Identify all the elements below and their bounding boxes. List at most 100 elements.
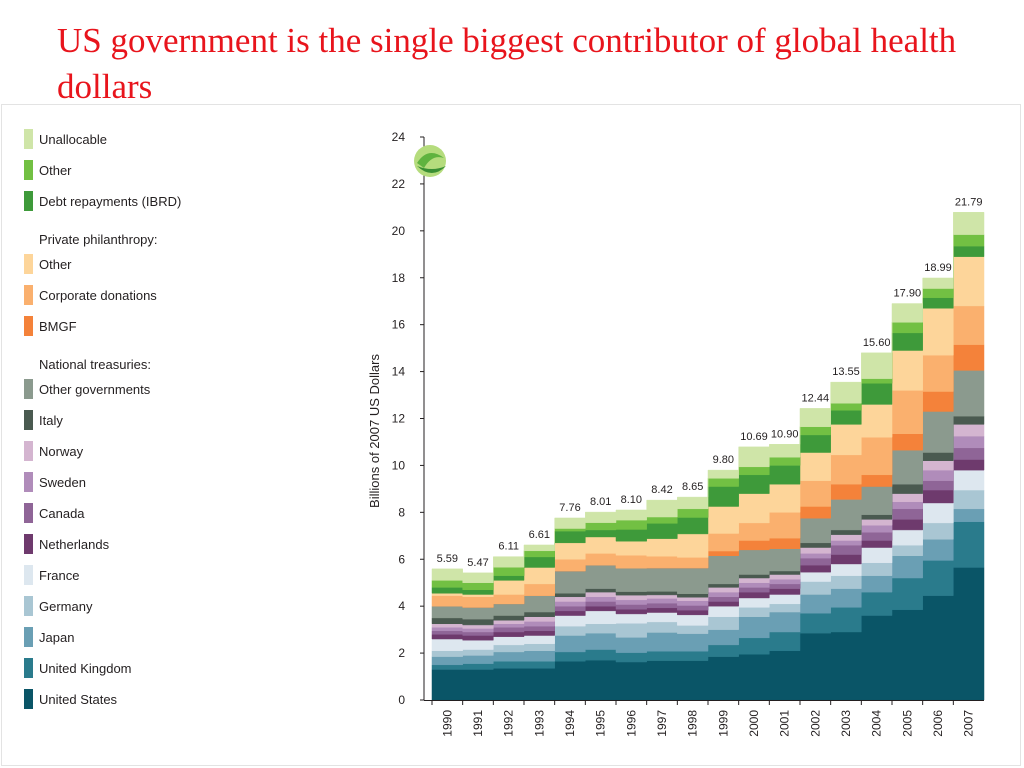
- y-tick-label: 6: [398, 552, 405, 566]
- legend-swatch: [24, 503, 33, 523]
- legend-item: Norway: [24, 441, 83, 461]
- total-label: 15.60: [863, 337, 891, 349]
- legend-label: Other: [39, 256, 72, 272]
- total-label: 6.61: [529, 529, 550, 541]
- legend-swatch: [24, 316, 33, 336]
- legend-label: United Kingdom: [39, 660, 132, 676]
- total-label: 21.79: [955, 196, 983, 208]
- x-tick-label: 2000: [747, 710, 761, 737]
- x-tick-label: 1991: [471, 710, 485, 737]
- legend-item: Corporate donations: [24, 285, 157, 305]
- legend-item: Japan: [24, 627, 74, 647]
- y-tick-label: 24: [392, 130, 406, 144]
- legend-swatch: [24, 410, 33, 430]
- chart-labels: 5.59 5.47 6.11 6.61 7.76 8.01 8.10 8.42 8.65 9.80…: [437, 196, 983, 569]
- total-label: 8.01: [590, 496, 611, 508]
- logo-icon: [414, 145, 446, 177]
- x-tick-label: 1999: [716, 710, 730, 737]
- total-label: 18.99: [924, 262, 952, 274]
- total-label: 8.10: [621, 494, 642, 506]
- y-tick-label: 20: [392, 224, 406, 238]
- legend-label: Canada: [39, 505, 85, 521]
- legend-item: Sweden: [24, 472, 86, 492]
- total-label: 10.90: [771, 428, 799, 440]
- x-tick-label: 2003: [839, 710, 853, 737]
- total-label: 6.11: [498, 541, 519, 553]
- legend-item: Germany: [24, 596, 92, 616]
- legend-swatch: [24, 627, 33, 647]
- x-tick-label: 2006: [931, 710, 945, 737]
- legend-swatch: [24, 254, 33, 274]
- x-tick-label: 1995: [594, 710, 608, 737]
- legend-label: Sweden: [39, 474, 86, 490]
- legend-item: Debt repayments (IBRD): [24, 191, 181, 211]
- legend-label: Other: [39, 162, 72, 178]
- y-tick-label: 12: [392, 412, 406, 426]
- area-layers: [431, 212, 985, 701]
- legend-label: Italy: [39, 412, 63, 428]
- legend-item: Canada: [24, 503, 85, 523]
- legend-swatch: [24, 129, 33, 149]
- legend-swatch: [24, 285, 33, 305]
- legend-heading: National treasuries:: [39, 357, 151, 372]
- legend-swatch: [24, 191, 33, 211]
- legend-label: Corporate donations: [39, 287, 157, 303]
- x-tick-label: 1990: [440, 710, 454, 737]
- legend-swatch: [24, 379, 33, 399]
- legend-label: Other governments: [39, 381, 151, 397]
- legend-item: Other: [24, 254, 72, 274]
- total-label: 7.76: [559, 502, 580, 514]
- legend-heading: Private philanthropy:: [39, 232, 158, 247]
- y-tick-label: 10: [392, 458, 406, 472]
- legend-item: United States: [24, 689, 117, 709]
- legend-label: France: [39, 567, 80, 583]
- legend-item: Other: [24, 160, 72, 180]
- legend-item: Unallocable: [24, 129, 107, 149]
- legend-label: Germany: [39, 598, 93, 614]
- x-tick-label: 2001: [778, 710, 792, 737]
- legend-label: United States: [39, 691, 118, 707]
- total-label: 8.42: [651, 484, 672, 496]
- legend-label: BMGF: [39, 318, 77, 334]
- y-tick-label: 4: [398, 599, 405, 613]
- x-tick-label: 1994: [563, 710, 577, 737]
- legend-swatch: [24, 472, 33, 492]
- x-tick-label: 2005: [900, 710, 914, 737]
- x-tick-label: 1998: [686, 710, 700, 737]
- legend-label: Netherlands: [39, 536, 110, 552]
- y-axis-title: Billions of 2007 US Dollars: [367, 354, 382, 508]
- legend-swatch: [24, 689, 33, 709]
- slide-title: US government is the single biggest cont…: [57, 21, 957, 106]
- y-tick-label: 2: [398, 646, 405, 660]
- y-tick-label: 8: [398, 505, 405, 519]
- total-label: 8.65: [682, 481, 703, 493]
- legend-swatch: [24, 160, 33, 180]
- legend-item: France: [24, 565, 79, 585]
- y-tick-label: 0: [398, 693, 405, 707]
- x-tick-label: 2002: [808, 710, 822, 737]
- y-tick-label: 16: [392, 318, 406, 332]
- total-label: 13.55: [832, 366, 860, 378]
- legend-swatch: [24, 596, 33, 616]
- legend-swatch: [24, 658, 33, 678]
- legend-label: Debt repayments (IBRD): [39, 193, 182, 209]
- total-label: 9.80: [713, 454, 734, 466]
- total-label: 5.59: [437, 553, 458, 565]
- y-tick-label: 18: [392, 271, 406, 285]
- y-tick-label: 22: [392, 177, 406, 191]
- legend-swatch: [24, 534, 33, 554]
- legend-swatch: [24, 565, 33, 585]
- x-tick-label: 1997: [655, 710, 669, 737]
- legend-item: United Kingdom: [24, 658, 132, 678]
- legend-item: Other governments: [24, 379, 150, 399]
- area-series-16: [431, 212, 985, 583]
- x-tick-label: 1993: [532, 710, 546, 737]
- y-tick-label: 14: [392, 365, 406, 379]
- legend-item: Italy: [24, 410, 63, 430]
- legend-item: Netherlands: [24, 534, 109, 554]
- x-tick-label: 2004: [870, 710, 884, 737]
- legend-label: Japan: [39, 629, 75, 645]
- total-label: 5.47: [467, 557, 488, 569]
